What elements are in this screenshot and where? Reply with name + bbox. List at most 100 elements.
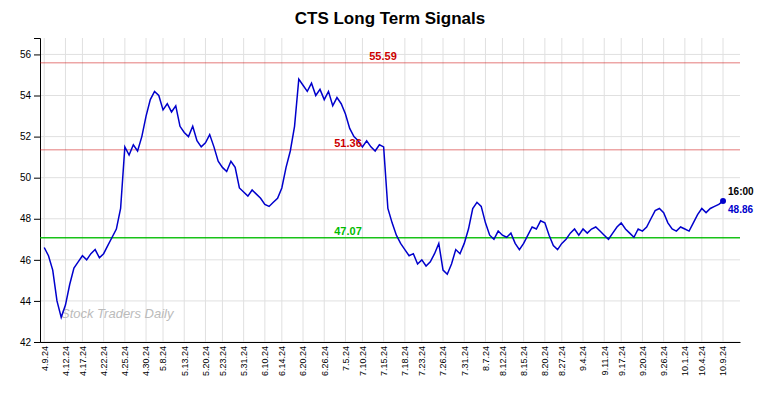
x-tick-label: 5.20.24 (201, 346, 211, 376)
grid-line-x (621, 38, 622, 342)
y-tick-label: 46 (20, 255, 32, 266)
x-tick: 9.20.24 (638, 342, 648, 376)
x-tick-label: 4.25.24 (120, 346, 130, 376)
y-tick-label: 50 (20, 172, 32, 183)
x-tick: 5.13.24 (180, 342, 190, 376)
x-tick-label: 9.4.24 (578, 346, 588, 371)
watermark: Stock Traders Daily (61, 306, 175, 321)
last-point (720, 198, 726, 204)
x-tick-label: 7.10.24 (358, 346, 368, 376)
x-tick: 7.5.24 (341, 342, 351, 371)
grid-line-x (561, 38, 562, 342)
x-tick: 10.9.24 (718, 342, 728, 376)
x-tick: 6.14.24 (277, 342, 287, 376)
x-tick-label: 9.26.24 (659, 346, 669, 376)
x-tick-label: 8.20.24 (540, 346, 550, 376)
x-tick-label: 7.23.24 (417, 346, 427, 376)
x-tick: 9.11.24 (600, 342, 610, 375)
x-tick-label: 7.26.24 (438, 346, 448, 376)
y-tick-mark (34, 219, 40, 220)
grid-line-x (723, 38, 724, 342)
x-tick: 6.10.24 (260, 342, 270, 376)
x-tick-label: 5.13.24 (180, 346, 190, 376)
x-tick: 8.15.24 (519, 342, 529, 376)
x-tick-label: 6.10.24 (260, 346, 270, 376)
reference-line (40, 62, 740, 64)
x-tick: 7.23.24 (417, 342, 427, 376)
y-tick-label: 48 (20, 213, 32, 224)
grid-line-x (345, 38, 346, 342)
x-tick-label: 5.8.24 (158, 346, 168, 371)
grid-line-x (443, 38, 444, 342)
y-tick: 54 (20, 90, 40, 101)
grid-line-x (523, 38, 524, 342)
grid-line-x (663, 38, 664, 342)
reference-label: 55.59 (369, 50, 397, 62)
x-tick-label: 4.9.24 (40, 346, 50, 371)
x-tick-label: 8.12.24 (498, 346, 508, 376)
x-tick: 9.4.24 (578, 342, 588, 371)
grid-line-x (82, 38, 83, 342)
y-axis-line (34, 39, 41, 343)
grid-line-x (684, 38, 685, 342)
y-tick-mark (34, 260, 40, 261)
grid-line-x (362, 38, 363, 342)
grid-line-y (40, 95, 740, 96)
x-tick-label: 4.17.24 (78, 346, 88, 376)
x-tick: 10.1.24 (680, 342, 690, 376)
last-point-label: 16:00 (728, 186, 754, 197)
x-tick: 4.22.24 (99, 342, 109, 376)
chart-title: CTS Long Term Signals (295, 9, 485, 28)
y-tick-mark (34, 54, 40, 55)
grid-line-x (604, 38, 605, 342)
last-point-label: 48.86 (728, 204, 753, 215)
x-tick-label: 4.22.24 (99, 346, 109, 376)
x-tick-label: 9.17.24 (617, 346, 627, 376)
y-tick: 42 (20, 337, 40, 348)
x-tick: 7.18.24 (400, 342, 410, 376)
x-tick: 6.20.24 (298, 342, 308, 376)
y-tick: 56 (20, 49, 40, 60)
x-tick: 8.7.24 (481, 342, 491, 371)
x-tick: 9.26.24 (659, 342, 669, 376)
grid-line-x (701, 38, 702, 342)
x-tick-label: 9.11.24 (600, 346, 610, 375)
grid-line-x (264, 38, 265, 342)
y-tick-mark (34, 301, 40, 302)
y-tick-label: 56 (20, 49, 32, 60)
reference-line (40, 149, 740, 151)
grid-line-x (44, 38, 45, 342)
x-tick: 7.15.24 (379, 342, 389, 376)
x-tick: 5.31.24 (239, 342, 249, 376)
x-tick: 7.10.24 (358, 342, 368, 376)
x-tick: 6.26.24 (320, 342, 330, 376)
x-tick: 7.26.24 (438, 342, 448, 376)
grid-line-y (40, 342, 740, 343)
reference-line (40, 237, 740, 239)
y-tick: 44 (20, 296, 40, 307)
grid-line-x (642, 38, 643, 342)
x-tick-label: 7.31.24 (460, 346, 470, 376)
reference-label: 51.36 (334, 137, 362, 149)
x-tick: 5.8.24 (158, 342, 168, 371)
x-tick: 5.20.24 (201, 342, 211, 376)
grid-line-x (464, 38, 465, 342)
plot-area: 42444648505254564.9.244.12.244.17.244.22… (20, 38, 754, 376)
y-tick-label: 52 (20, 131, 32, 142)
x-tick-label: 6.20.24 (298, 346, 308, 376)
x-tick-label: 4.30.24 (141, 346, 151, 376)
x-tick-label: 7.15.24 (379, 346, 389, 376)
grid-line-x (124, 38, 125, 342)
x-tick-label: 10.4.24 (697, 346, 707, 376)
x-tick-label: 9.20.24 (638, 346, 648, 376)
y-tick-mark (34, 137, 40, 138)
grid-line-x (404, 38, 405, 342)
grid-line-x (205, 38, 206, 342)
x-tick: 5.23.24 (218, 342, 228, 376)
chart-svg: 42444648505254564.9.244.12.244.17.244.22… (0, 0, 784, 398)
y-tick-label: 54 (20, 90, 32, 101)
x-tick-label: 5.23.24 (218, 346, 228, 376)
x-tick: 8.20.24 (540, 342, 550, 376)
x-tick-label: 8.15.24 (519, 346, 529, 376)
x-tick: 4.25.24 (120, 342, 130, 376)
